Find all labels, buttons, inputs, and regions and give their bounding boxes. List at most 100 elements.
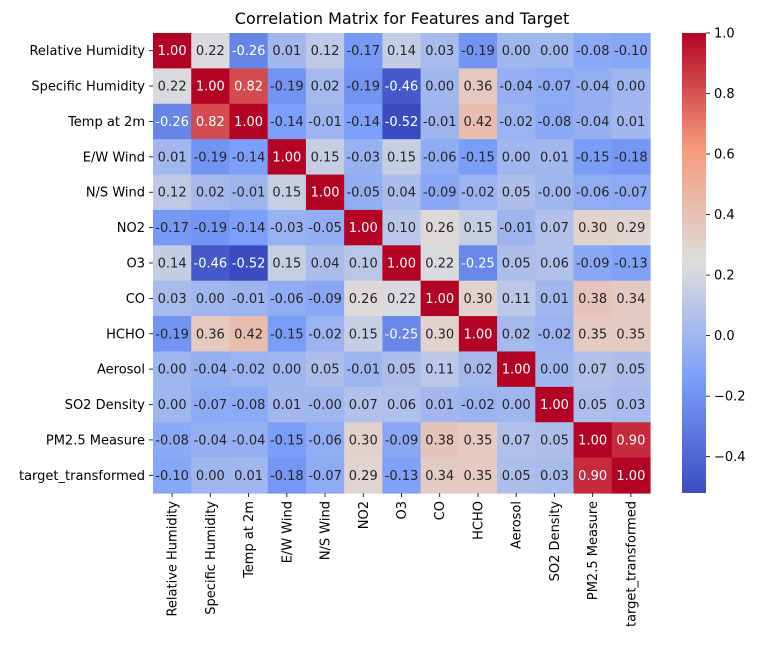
cell-value-label: 0.03: [540, 469, 569, 484]
heatmap-cell: [573, 139, 613, 176]
heatmap-cell: [344, 351, 383, 388]
heatmap-cell: [267, 422, 307, 459]
x-tick-label: Temp at 2m: [242, 501, 257, 579]
cell-value-label: 0.00: [502, 398, 531, 413]
cell-value-label: 0.00: [502, 150, 531, 165]
y-tick-labels: Relative Humidity Specific Humidity Temp a…: [19, 44, 153, 484]
heatmap-cell: [420, 103, 460, 140]
heatmap-cell: [497, 351, 536, 388]
heatmap-cell: [420, 174, 460, 211]
colorbar: 1.0 0.8 0.6 0.4 0.2 0.0 −0.2 −0.4: [682, 27, 746, 493]
heatmap-cell: [191, 457, 231, 494]
cell-value-label: -0.46: [194, 257, 228, 272]
heatmap-cell: [305, 209, 345, 246]
heatmap-cell: [344, 457, 383, 494]
cell-value-label: -0.04: [232, 433, 266, 448]
heatmap-cell: [229, 68, 269, 105]
cell-value-label: 1.00: [578, 433, 607, 448]
cell-value-label: -0.03: [270, 221, 304, 236]
heatmap-cell: [497, 422, 536, 459]
cell-value-label: 1.00: [311, 186, 340, 201]
cell-value-label: 0.01: [540, 292, 569, 307]
cell-value-label: 0.05: [502, 469, 531, 484]
cell-value-label: 0.90: [616, 433, 645, 448]
heatmap-cell: [191, 422, 231, 459]
heatmap-cell: [420, 316, 460, 353]
cell-value-label: 1.00: [387, 257, 416, 272]
y-tick-label: Relative Humidity: [29, 44, 145, 59]
x-tick-label: O3: [395, 501, 410, 520]
cell-value-label: 0.05: [578, 398, 607, 413]
cell-value-label: 0.15: [387, 150, 416, 165]
heatmap-cell: [458, 280, 498, 317]
heatmap-cell: [344, 316, 383, 353]
heatmap-cell: [153, 68, 192, 105]
heatmap-cell: [573, 351, 613, 388]
cell-value-label: 0.36: [463, 80, 492, 95]
y-tick-label: PM2.5 Measure: [46, 433, 145, 448]
cell-value-label: -0.06: [423, 150, 457, 165]
cell-value-label: 0.82: [234, 80, 263, 95]
cell-value-label: -0.17: [346, 44, 380, 59]
cell-value-label: 0.05: [540, 433, 569, 448]
heatmap-cell: [344, 174, 383, 211]
cell-value-label: -0.25: [385, 327, 419, 342]
cell-value-label: 0.01: [158, 150, 187, 165]
heatmap-cell: [535, 174, 575, 211]
heatmap-cell: [611, 209, 651, 246]
cell-value-label: 0.00: [425, 80, 454, 95]
cell-value-label: 0.02: [196, 186, 225, 201]
cell-value-label: -0.07: [538, 80, 572, 95]
heatmap-cell: [573, 68, 613, 105]
heatmap-cell: [535, 33, 575, 69]
cell-value-label: -0.19: [155, 327, 189, 342]
cell-value-label: -0.26: [155, 115, 189, 130]
cell-value-label: -0.07: [194, 398, 228, 413]
heatmap-cell: [458, 316, 498, 353]
cell-value-label: -0.19: [194, 221, 228, 236]
heatmap-cell: [191, 209, 231, 246]
heatmap-cell: [535, 351, 575, 388]
heatmap-cell: [229, 174, 269, 211]
heatmap-cell: [305, 316, 345, 353]
cell-value-label: 0.05: [387, 363, 416, 378]
heatmap-cell: [458, 174, 498, 211]
cell-value-label: 0.04: [311, 257, 340, 272]
y-tick-label: Temp at 2m: [67, 115, 145, 130]
cell-value-label: 0.30: [425, 327, 454, 342]
heatmap-cell: [267, 209, 307, 246]
heatmap-cell: [497, 68, 536, 105]
cell-value-label: -0.14: [346, 115, 380, 130]
cell-value-label: -0.01: [423, 115, 457, 130]
cell-value-label: 1.00: [540, 398, 569, 413]
heatmap-cell: [497, 33, 536, 69]
heatmap-cell: [344, 103, 383, 140]
heatmap-cell: [153, 103, 192, 140]
cell-value-label: 0.00: [158, 363, 187, 378]
heatmap-cell: [611, 316, 651, 353]
heatmap-cell: [267, 351, 307, 388]
x-tick-label: PM2.5 Measure: [586, 501, 601, 600]
cell-value-label: 0.15: [463, 221, 492, 236]
cell-value-label: -0.05: [346, 186, 380, 201]
cell-value-label: -0.02: [499, 115, 533, 130]
heatmap-cell: [229, 139, 269, 176]
heatmap-cell: [344, 386, 383, 423]
cell-value-label: -0.01: [308, 115, 342, 130]
heatmap-cell: [267, 33, 307, 69]
heatmap-cell: [229, 33, 269, 69]
cell-value-label: 0.03: [425, 44, 454, 59]
heatmap-cell: [153, 386, 192, 423]
cell-value-label: 0.14: [387, 44, 416, 59]
cell-value-label: 0.34: [616, 292, 645, 307]
heatmap-cell: [229, 457, 269, 494]
heatmap-cell: [573, 209, 613, 246]
heatmap-cell: [305, 245, 345, 282]
heatmap-cell: [458, 351, 498, 388]
cell-value-label: -0.07: [614, 186, 648, 201]
cell-value-label: 0.02: [311, 80, 340, 95]
heatmap-cell: [458, 422, 498, 459]
heatmap-cell: [382, 209, 422, 246]
cell-value-label: 0.11: [425, 363, 454, 378]
heatmap-cell: [305, 68, 345, 105]
